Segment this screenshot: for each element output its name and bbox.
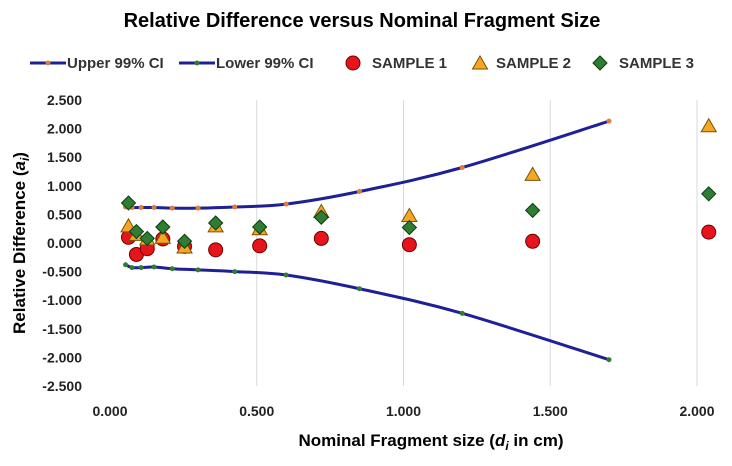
y-tick-label-6: -0.500 [42,264,82,280]
x-tick-label-1: 0.500 [239,403,274,419]
x-axis-title: Nominal Fragment size (di in cm) [298,431,563,453]
sample2-point-3 [154,229,172,244]
upper-ci-point-7 [283,201,289,207]
sample3-point-3 [155,219,171,235]
upper-ci-point-3 [151,205,157,211]
sample3-point-9 [524,202,541,219]
upper-ci-point-8 [356,189,362,195]
lower-ci-line [124,263,610,362]
legend-sample3-marker [592,55,608,71]
legend-upper-marker [45,60,51,66]
sample3-point-0 [120,195,137,211]
y-tick-label-5: 0.000 [47,235,82,251]
legend-lower-label: Lower 99% CI [216,55,314,72]
sample3-point-6 [251,219,268,235]
lower-ci-point-3 [151,264,157,270]
lower-ci-point-0 [123,262,129,268]
legend-sample2-label: SAMPLE 2 [496,55,571,72]
y-tick-label-0: 2.500 [47,92,82,108]
sample1-point-7 [313,230,329,246]
upper-ci-point-6 [232,204,238,210]
legend: Upper 99% CI Lower 99% CI SAMPLE 1 SAMPL… [30,54,694,72]
y-tick-labels: 2.500 2.000 1.500 1.000 0.500 0.000 -0.500 -1.0… [42,92,82,394]
sample2-point-8 [401,207,418,223]
lower-ci-point-9 [459,310,465,316]
y-tick-label-3: 1.000 [47,178,82,194]
y-tick-label-7: -1.000 [42,292,82,308]
sample2-point-10 [700,117,718,133]
y-tick-label-4: 0.500 [47,206,82,222]
legend-sample3-label: SAMPLE 3 [619,55,694,72]
y-tick-label-1: 2.000 [47,121,82,137]
sample2-point-9 [524,166,542,181]
y-tick-label-10: -2.500 [42,378,82,394]
upper-ci-point-9 [459,164,465,170]
legend-upper-label: Upper 99% CI [67,55,164,72]
upper-ci-line [125,119,610,210]
series-layer [120,117,718,363]
lower-ci-point-5 [195,267,201,273]
y-tick-label-2: 1.500 [47,149,82,165]
x-tick-label-3: 1.500 [533,403,568,419]
sample1-point-8 [401,237,417,253]
y-tick-label-8: -1.500 [42,321,82,337]
sample1-point-5 [208,242,224,258]
lower-ci-point-6 [232,269,238,275]
y-tick-label-9: -2.000 [42,349,82,365]
upper-ci-point-4 [169,205,175,211]
sample3-point-5 [207,215,224,231]
sample1-point-10 [701,224,717,240]
chart-title: Relative Difference versus Nominal Fragm… [124,10,601,32]
legend-sample1-label: SAMPLE 1 [372,55,447,72]
lower-ci-point-2 [138,265,144,271]
upper-ci-point-10 [606,118,612,124]
x-tick-label-0: 0.000 [92,403,127,419]
lower-ci-point-1 [129,265,135,271]
upper-ci-point-2 [138,205,144,211]
sample3-point-4 [176,233,193,249]
legend-sample1-marker [345,55,361,71]
y-axis-title: Relative Difference (ai) [10,152,32,334]
lower-ci-point-4 [169,266,175,272]
sample3-point-7 [313,209,330,225]
upper-ci-point-5 [195,205,201,211]
x-tick-labels: 0.000 0.500 1.000 1.500 2.000 [92,403,714,419]
sample3-point-1 [128,223,145,240]
sample3-point-8 [401,219,418,236]
lower-ci-point-7 [283,272,289,278]
legend-sample2-marker [471,54,489,70]
legend-lower-marker [194,60,200,66]
sample1-point-6 [252,238,268,254]
sample3-point-2 [139,230,155,247]
x-tick-label-2: 1.000 [386,403,421,419]
sample3-point-10 [701,186,717,202]
lower-ci-point-8 [356,286,362,292]
x-tick-label-4: 2.000 [679,403,714,419]
sample1-point-9 [525,233,541,249]
lower-ci-point-10 [606,357,612,363]
